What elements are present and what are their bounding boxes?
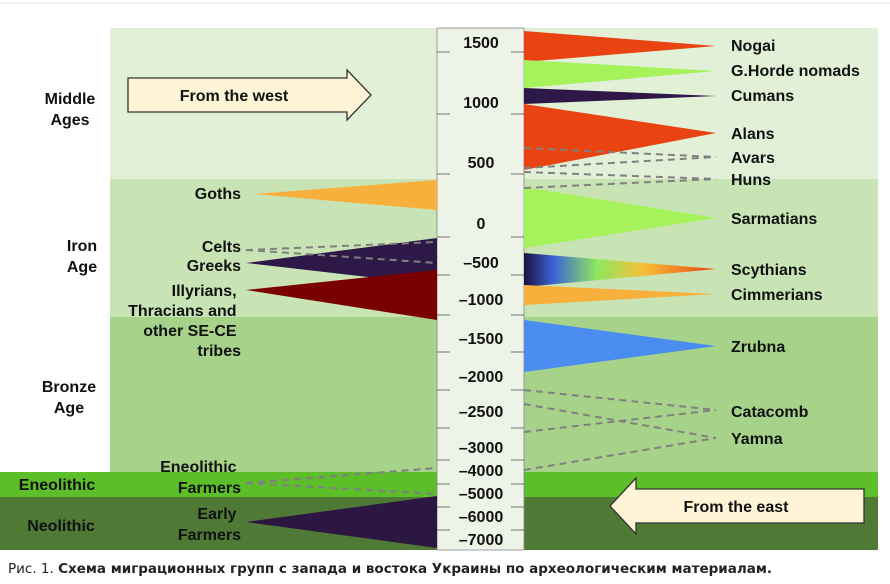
cimmerians-wedge — [524, 285, 716, 305]
label-sarmatians: Sarmatians — [731, 211, 817, 228]
nogai-wedge — [524, 31, 716, 62]
sarmatians-wedge — [524, 187, 716, 248]
alans-wedge — [524, 104, 716, 170]
scale-label: –2000 — [459, 369, 504, 386]
caption-figure-number: Рис. 1. — [8, 561, 54, 577]
scale-label: –500 — [463, 255, 499, 272]
golden-horde-wedge — [524, 60, 716, 88]
label-nogai: Nogai — [731, 38, 775, 55]
period-label-bronze-age: Bronze Age — [42, 379, 96, 417]
greeks-wedge — [246, 238, 437, 285]
east-dashed-lines — [523, 147, 717, 471]
label-celts: Celts — [202, 239, 241, 256]
scale-ticks — [437, 51, 524, 531]
scale-label: 1000 — [463, 95, 499, 112]
goths-wedge — [254, 180, 437, 210]
arrow-east-shape — [609, 476, 865, 536]
scythians-wedge — [524, 253, 716, 287]
arrow-east-label: From the east — [684, 499, 790, 516]
scale-label: –4000 — [459, 463, 504, 480]
zrubna-wedge — [524, 320, 716, 372]
label-huns: Huns — [731, 172, 771, 189]
scale-column — [436, 27, 525, 551]
scale-label: –1000 — [459, 292, 504, 309]
figure-caption: Рис. 1. Схема миграционных групп с запад… — [8, 561, 886, 577]
west-dashed-lines — [245, 241, 438, 495]
label-scythians: Scythians — [731, 262, 807, 279]
east-group-shapes — [523, 31, 717, 471]
illyrians-wedge — [246, 270, 437, 320]
label-golden-horde: G.Horde nomads — [731, 63, 860, 80]
label-zrubna: Zrubna — [731, 339, 785, 356]
scale-label: –1500 — [459, 331, 504, 348]
scale-label: –7000 — [459, 532, 504, 549]
scale-label: 1500 — [463, 35, 499, 52]
label-goths: Goths — [195, 186, 241, 203]
time-scale: 1500 1000 500 0 –500 –1000 –1500 –2000 –… — [436, 27, 525, 551]
scale-label: –5000 — [459, 486, 504, 503]
period-label-iron-age: Iron Age — [67, 238, 97, 276]
label-early-farmers: Early Farmers — [178, 506, 241, 544]
scale-label: –2500 — [459, 404, 504, 421]
cumans-wedge — [524, 88, 716, 104]
label-cimmerians: Cimmerians — [731, 287, 823, 304]
period-label-middle-ages: Middle Ages — [45, 91, 96, 129]
scale-label: –6000 — [459, 509, 504, 526]
arrow-west-shape — [127, 68, 372, 122]
label-illyrians: Illyrians, Thracians and other SE-CE tri… — [128, 283, 241, 360]
arrow-from-west: From the west — [127, 68, 372, 122]
migration-diagram: 1500 1000 500 0 –500 –1000 –1500 –2000 –… — [0, 2, 890, 551]
label-eneolithic-farmers: Eneolithic Farmers — [160, 459, 241, 497]
label-cumans: Cumans — [731, 88, 794, 105]
period-label-neolithic: Neolithic — [27, 518, 95, 535]
period-label-eneolithic: Eneolithic — [19, 477, 96, 494]
caption-text: Схема миграционных групп с запада и вост… — [58, 561, 773, 577]
label-alans: Alans — [731, 126, 775, 143]
label-yamna: Yamna — [731, 431, 783, 448]
early-farmers-wedge — [246, 496, 437, 548]
arrow-west-label: From the west — [180, 88, 289, 105]
scale-label: –3000 — [459, 440, 504, 457]
scale-label: 500 — [468, 155, 495, 172]
label-avars: Avars — [731, 150, 775, 167]
label-greeks: Greeks — [187, 258, 241, 275]
label-catacomb: Catacomb — [731, 404, 809, 421]
scale-label: 0 — [477, 216, 486, 233]
arrow-from-east: From the east — [609, 476, 865, 536]
west-group-shapes — [245, 180, 438, 548]
